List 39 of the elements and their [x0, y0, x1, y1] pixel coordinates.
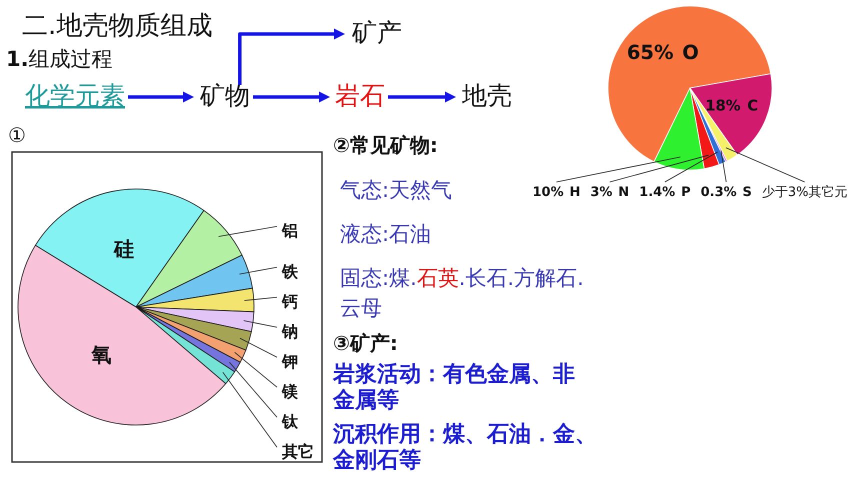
text: 岩石 [335, 81, 385, 110]
data-label: 65% [626, 40, 674, 64]
slice-label: 钠 [281, 322, 298, 341]
text: ②常见矿物: [333, 133, 438, 157]
slice-label: 硅 [113, 237, 134, 262]
data-label: 3% [590, 185, 612, 200]
slice-label: 钙 [281, 292, 298, 311]
slice-label: 铝 [281, 220, 298, 240]
text: 固态:煤. [340, 266, 417, 290]
slice-label: 其它 [281, 442, 314, 461]
slice-label: 钾 [281, 352, 298, 371]
text: 石英 [416, 266, 459, 290]
text: 化学元素 [25, 81, 125, 110]
data-label: 1.4% [639, 185, 676, 200]
text: 沉积作用：煤、石油．金、金刚石等 [332, 422, 597, 473]
text: 气态:天然气 [340, 178, 452, 202]
slice-label: S [742, 185, 752, 200]
text: 岩浆活动：有色金属、非金属等 [332, 362, 575, 413]
data-label: 18% [705, 97, 741, 114]
slice-label: H [569, 185, 580, 200]
text: 1.组成过程 [6, 47, 113, 71]
slice-label: 镁 [281, 382, 299, 401]
data-label: 0.3% [700, 185, 737, 200]
text: 矿物 [199, 81, 250, 110]
slice-label: 少于3%其它元 [762, 184, 848, 200]
slice-label: O [682, 40, 699, 64]
text: 二.地壳物质组成 [22, 11, 212, 41]
chart-title: ① [8, 123, 26, 147]
text: 液态:石油 [340, 222, 432, 246]
slice-label: 氧 [90, 342, 112, 367]
slice-label: C [747, 97, 758, 114]
slice-label: N [618, 185, 630, 200]
data-label: 10% [532, 185, 564, 200]
text: ③矿产: [333, 331, 398, 355]
slice-label: P [681, 185, 691, 200]
text: 矿产 [351, 18, 402, 47]
slice-label: 铁 [281, 262, 299, 281]
slice-label: 钛 [281, 412, 299, 431]
text: 地壳 [461, 81, 512, 110]
